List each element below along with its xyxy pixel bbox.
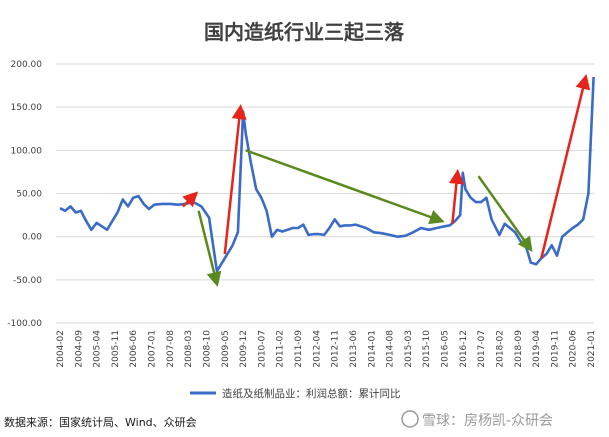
fall-arrow bbox=[197, 210, 222, 288]
x-tick-label: 2011-09 bbox=[294, 330, 304, 368]
y-gridlines bbox=[56, 63, 594, 324]
x-tick-label: 2018-09 bbox=[514, 330, 524, 368]
x-tick-label: 2014-08 bbox=[386, 330, 396, 368]
x-tick-label: 2007-08 bbox=[166, 330, 176, 368]
x-tick-label: 2009-05 bbox=[221, 330, 231, 368]
x-tick-label: 2008-03 bbox=[184, 330, 194, 368]
y-tick-label: -100.00 bbox=[7, 319, 42, 329]
x-tick-label: 2007-01 bbox=[148, 330, 158, 368]
y-tick-label: -50.00 bbox=[13, 276, 42, 286]
chart-title: 国内造纸行业三起三落 bbox=[204, 20, 405, 44]
x-tick-label: 2005-11 bbox=[111, 330, 121, 368]
x-tick-label: 2015-03 bbox=[404, 330, 414, 368]
x-tick-label: 2015-10 bbox=[422, 330, 432, 368]
rise-arrow bbox=[223, 104, 247, 255]
x-tick-label: 2004-02 bbox=[56, 330, 66, 368]
y-axis-labels: 200.00 150.00 100.00 50.00 0.00 -50.00 -100.00 bbox=[7, 60, 42, 329]
x-tick-label: 2018-02 bbox=[495, 330, 505, 368]
x-tick-label: 2020-06 bbox=[569, 330, 579, 368]
snowball-logo-icon bbox=[401, 410, 419, 428]
x-tick-label: 2006-06 bbox=[129, 330, 139, 368]
fall-arrow bbox=[245, 149, 445, 225]
x-tick-label: 2014-01 bbox=[367, 330, 377, 368]
x-tick-label: 2019-04 bbox=[532, 330, 542, 368]
x-tick-label: 2009-12 bbox=[239, 330, 249, 368]
x-tick-label: 2005-04 bbox=[93, 330, 103, 368]
y-tick-label: 150.00 bbox=[11, 103, 43, 113]
x-tick-label: 2012-04 bbox=[312, 330, 322, 368]
rise-arrow bbox=[540, 74, 591, 259]
x-tick-label: 2010-07 bbox=[257, 330, 267, 368]
x-tick-label: 2008-10 bbox=[202, 330, 212, 368]
y-tick-label: 200.00 bbox=[11, 60, 43, 70]
x-tick-label: 2004-09 bbox=[74, 330, 84, 368]
x-axis-labels: 2004-02 2004-09 2005-04 2005-11 2006-06 2007-… bbox=[56, 330, 597, 368]
y-tick-label: 100.00 bbox=[11, 146, 43, 156]
x-tick-label: 2017-07 bbox=[477, 330, 487, 368]
rise-arrow bbox=[448, 168, 464, 224]
rise-arrow bbox=[182, 191, 199, 208]
y-tick-label: 50.00 bbox=[16, 190, 42, 200]
series-line bbox=[59, 76, 595, 273]
x-tick-label: 2016-05 bbox=[441, 330, 451, 368]
x-tick-label: 2021-01 bbox=[587, 330, 597, 368]
legend-label: 造纸及纸制品业：利润总额：累计同比 bbox=[222, 387, 401, 400]
y-tick-label: 0.00 bbox=[22, 233, 42, 243]
x-tick-label: 2012-11 bbox=[331, 330, 341, 368]
legend: 造纸及纸制品业：利润总额：累计同比 bbox=[190, 387, 401, 400]
x-tick-label: 2016-12 bbox=[459, 330, 469, 368]
watermark-text: 雪球：房杨凯-众研会 bbox=[422, 413, 553, 429]
x-tick-label: 2011-02 bbox=[276, 330, 286, 368]
x-tick-label: 2013-06 bbox=[349, 330, 359, 368]
x-tick-label: 2019-11 bbox=[550, 330, 560, 368]
watermark: 雪球：房杨凯-众研会 bbox=[401, 410, 553, 429]
fall-arrow bbox=[477, 175, 533, 253]
source-note: 数据来源：国家统计局、Wind、众研会 bbox=[4, 415, 197, 429]
annotation-arrows bbox=[182, 74, 591, 288]
series-layer bbox=[59, 76, 595, 273]
